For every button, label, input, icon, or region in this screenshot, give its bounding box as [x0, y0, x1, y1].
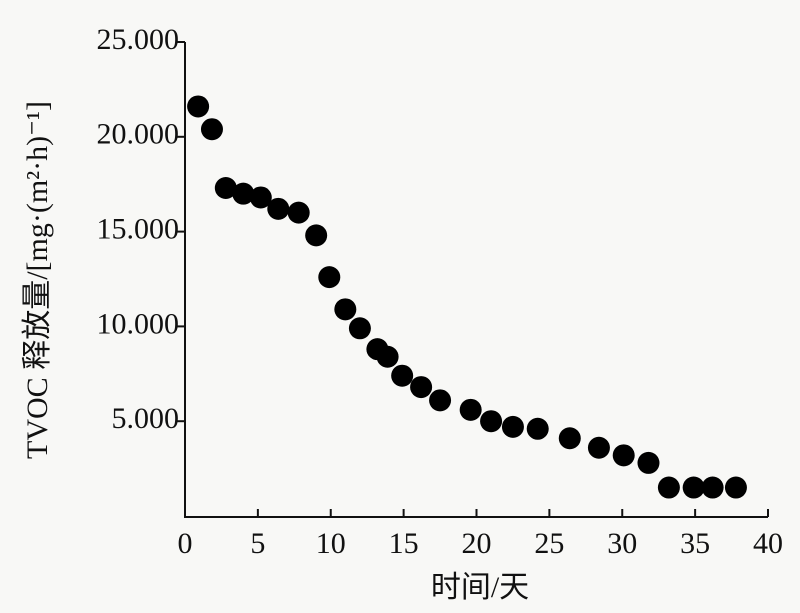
- point: [410, 376, 433, 399]
- point: [459, 398, 482, 421]
- y-tick-label: 10.000: [97, 307, 180, 340]
- point: [429, 389, 452, 412]
- point: [305, 224, 328, 247]
- point: [376, 345, 399, 368]
- point: [526, 417, 549, 440]
- point: [249, 186, 272, 209]
- point: [391, 364, 414, 387]
- point: [200, 118, 223, 141]
- point: [232, 182, 255, 205]
- point: [214, 176, 237, 199]
- point: [637, 451, 660, 474]
- y-tick-label: 25.000: [97, 23, 180, 56]
- point: [287, 201, 310, 224]
- x-tick-label: 25: [534, 527, 564, 560]
- point: [267, 197, 290, 220]
- x-tick-label: 35: [680, 527, 710, 560]
- point: [187, 95, 210, 118]
- point: [348, 317, 371, 340]
- point: [480, 410, 503, 433]
- y-tick-label: 15.000: [97, 212, 180, 245]
- point: [724, 476, 747, 499]
- y-axis-label: TVOC 释放量/[mg·(m²·h)⁻¹]: [21, 101, 54, 459]
- point: [501, 415, 524, 438]
- point: [318, 266, 341, 289]
- y-tick-label: 5.000: [112, 402, 180, 435]
- point: [334, 298, 357, 321]
- point: [612, 444, 635, 467]
- x-tick-label: 20: [462, 527, 492, 560]
- point: [701, 476, 724, 499]
- y-tick-label: 20.000: [97, 118, 180, 151]
- x-tick-label: 0: [178, 527, 193, 560]
- x-tick-label: 40: [753, 527, 783, 560]
- x-axis-label: 时间/天: [431, 571, 529, 604]
- x-tick-label: 10: [316, 527, 346, 560]
- point: [587, 436, 610, 459]
- x-tick-label: 15: [389, 527, 419, 560]
- x-tick-label: 5: [250, 527, 265, 560]
- point: [657, 476, 680, 499]
- x-tick-label: 30: [607, 527, 637, 560]
- point: [682, 476, 705, 499]
- point: [558, 427, 581, 450]
